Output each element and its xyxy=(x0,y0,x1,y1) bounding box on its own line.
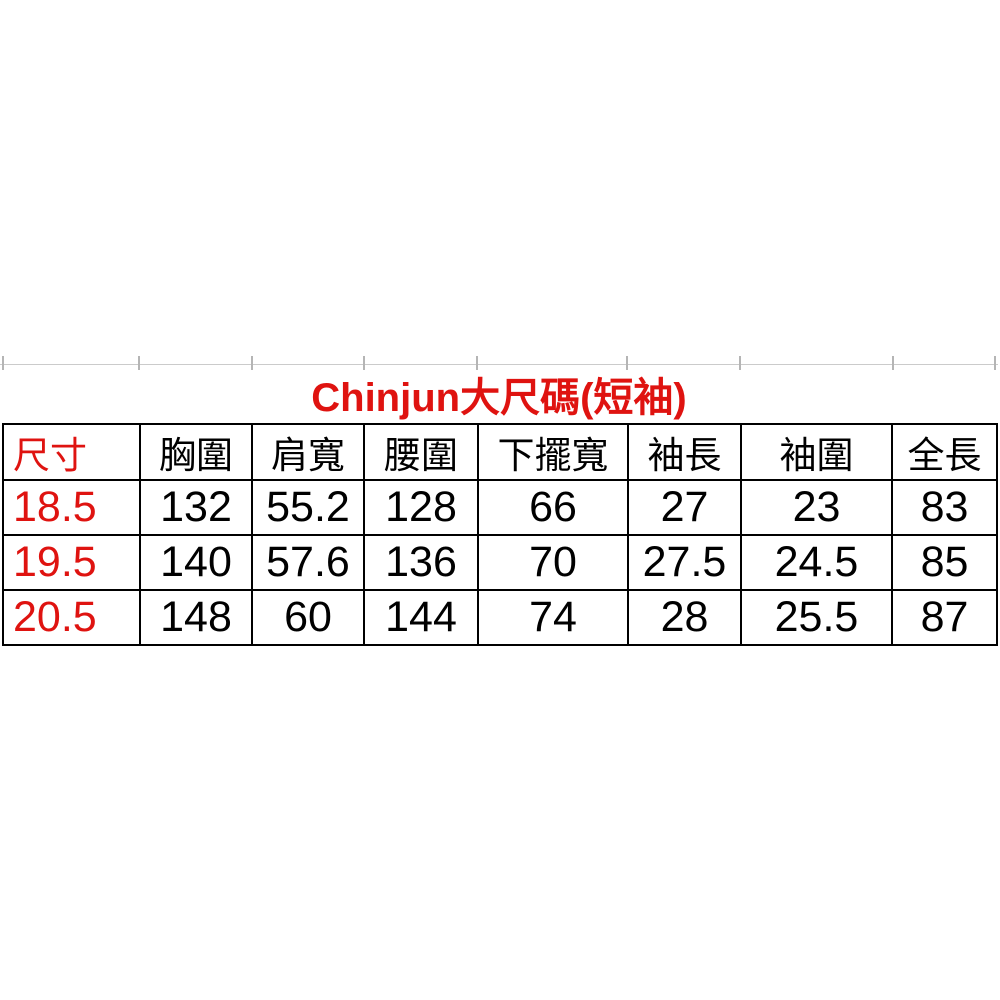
table-row: 19.5 140 57.6 136 70 27.5 24.5 85 xyxy=(2,534,998,591)
value-cell: 28 xyxy=(627,589,742,646)
column-header-chest: 胸圍 xyxy=(139,423,253,481)
column-header-size: 尺寸 xyxy=(2,423,141,481)
spreadsheet-gridline xyxy=(0,364,998,365)
gridline-tick xyxy=(138,356,140,370)
value-cell: 57.6 xyxy=(251,534,365,591)
value-cell: 87 xyxy=(891,589,998,646)
column-header-shoulder: 肩寬 xyxy=(251,423,365,481)
size-label-cell: 20.5 xyxy=(2,589,141,646)
value-cell: 74 xyxy=(477,589,629,646)
value-cell: 83 xyxy=(891,479,998,536)
value-cell: 70 xyxy=(477,534,629,591)
value-cell: 148 xyxy=(139,589,253,646)
value-cell: 85 xyxy=(891,534,998,591)
gridline-tick xyxy=(994,356,996,370)
value-cell: 23 xyxy=(740,479,893,536)
value-cell: 128 xyxy=(363,479,479,536)
size-label-cell: 19.5 xyxy=(2,534,141,591)
value-cell: 132 xyxy=(139,479,253,536)
value-cell: 27.5 xyxy=(627,534,742,591)
size-label-cell: 18.5 xyxy=(2,479,141,536)
table-row: 20.5 148 60 144 74 28 25.5 87 xyxy=(2,589,998,646)
header-row: 尺寸 胸圍 肩寬 腰圍 下擺寬 袖長 袖圍 全長 xyxy=(2,423,998,481)
gridline-tick xyxy=(251,356,253,370)
value-cell: 140 xyxy=(139,534,253,591)
column-header-sleeve-girth: 袖圍 xyxy=(740,423,893,481)
value-cell: 25.5 xyxy=(740,589,893,646)
value-cell: 60 xyxy=(251,589,365,646)
value-cell: 24.5 xyxy=(740,534,893,591)
gridline-tick xyxy=(626,356,628,370)
column-header-total-length: 全長 xyxy=(891,423,998,481)
column-header-waist: 腰圍 xyxy=(363,423,479,481)
table-row: 18.5 132 55.2 128 66 27 23 83 xyxy=(2,479,998,536)
value-cell: 144 xyxy=(363,589,479,646)
column-header-hem-width: 下擺寬 xyxy=(477,423,629,481)
gridline-tick xyxy=(739,356,741,370)
size-table: 尺寸 胸圍 肩寬 腰圍 下擺寬 袖長 袖圍 全長 18.5 132 55.2 1… xyxy=(2,423,998,646)
value-cell: 27 xyxy=(627,479,742,536)
value-cell: 55.2 xyxy=(251,479,365,536)
column-header-sleeve-length: 袖長 xyxy=(627,423,742,481)
value-cell: 66 xyxy=(477,479,629,536)
value-cell: 136 xyxy=(363,534,479,591)
gridline-tick xyxy=(2,356,4,370)
chart-title: Chinjun大尺碼(短袖) xyxy=(311,375,687,420)
gridline-tick xyxy=(892,356,894,370)
gridline-tick xyxy=(476,356,478,370)
gridline-tick xyxy=(363,356,365,370)
